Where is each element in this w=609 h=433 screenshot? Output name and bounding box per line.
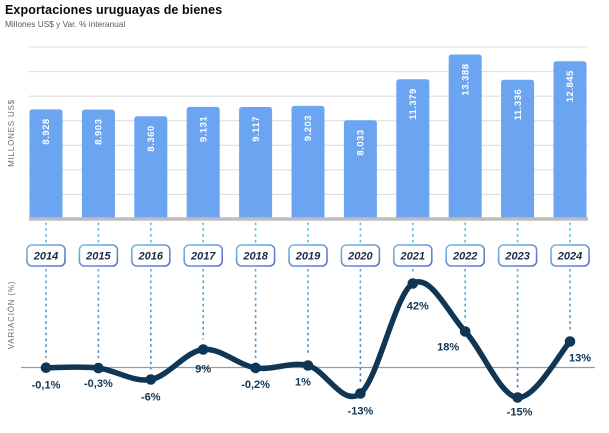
variation-value-label: 13% xyxy=(569,353,591,365)
bar-value-label: 11.336 xyxy=(513,89,524,121)
bar-value-label: 8.033 xyxy=(356,129,367,155)
bar xyxy=(291,105,325,219)
year-badge xyxy=(235,244,276,267)
chart-subtitle: Millones US$ y Var. % interanual xyxy=(5,19,126,29)
year-badge xyxy=(131,244,171,267)
bar-value-label: 8.360 xyxy=(146,125,157,151)
variation-value-label: 42% xyxy=(407,301,429,313)
data-point-marker xyxy=(407,278,419,289)
bar xyxy=(29,109,63,219)
bar xyxy=(396,79,430,219)
variation-value-label: 18% xyxy=(437,342,459,354)
variation-value-label: -0,1% xyxy=(32,380,61,392)
year-label: 2020 xyxy=(347,251,373,263)
data-point-marker xyxy=(512,392,523,403)
data-point-marker xyxy=(145,374,157,385)
year-label: 2018 xyxy=(242,251,268,263)
bar-value-label: 12.845 xyxy=(565,70,576,102)
bar-value-label: 9.131 xyxy=(198,116,209,142)
y-axis-label-bars: MILLONES US$ xyxy=(7,99,16,167)
year-label: 2021 xyxy=(400,251,425,263)
year-badge xyxy=(288,244,328,267)
year-badge xyxy=(550,244,590,267)
year-label: 2015 xyxy=(85,251,111,263)
bar-value-label: 9.117 xyxy=(251,116,262,142)
data-point-marker xyxy=(459,326,471,337)
year-badge xyxy=(392,244,433,267)
bar-value-label: 9.203 xyxy=(303,115,314,141)
bar xyxy=(553,61,587,219)
bar xyxy=(134,116,168,219)
year-label: 2017 xyxy=(190,251,216,263)
year-label: 2014 xyxy=(33,251,58,263)
year-label: 2024 xyxy=(557,251,582,263)
year-label: 2016 xyxy=(138,251,164,263)
variation-value-label: -0,2% xyxy=(241,379,270,391)
bar xyxy=(186,106,220,219)
bar-value-label: 8.928 xyxy=(41,118,52,144)
year-badge xyxy=(340,244,381,267)
bar-value-label: 13.388 xyxy=(460,64,471,96)
variation-value-label: 1% xyxy=(295,377,311,389)
y-axis-label-line: VARIACIÓN (%) xyxy=(7,281,16,349)
year-badge xyxy=(497,244,538,267)
data-point-marker xyxy=(40,362,52,374)
year-badge xyxy=(183,244,223,267)
bar xyxy=(448,54,482,219)
year-label: 2023 xyxy=(504,251,529,263)
year-badge xyxy=(78,244,119,267)
data-point-marker xyxy=(302,360,314,371)
data-point-marker xyxy=(197,344,209,355)
chart-title: Exportaciones uruguayas de bienes xyxy=(5,3,223,17)
data-point-marker xyxy=(250,362,261,374)
year-label: 2022 xyxy=(452,251,477,263)
bar-value-label: 8.903 xyxy=(94,119,105,145)
bar xyxy=(239,106,273,219)
bar-value-label: 11.379 xyxy=(408,88,419,120)
bar xyxy=(343,120,377,219)
variation-value-label: -13% xyxy=(348,406,374,418)
data-point-marker xyxy=(93,362,104,374)
bar xyxy=(501,79,535,219)
data-point-marker xyxy=(355,388,366,399)
variation-value-label: -6% xyxy=(141,392,161,404)
variation-value-label: -0,3% xyxy=(84,378,113,390)
variation-value-label: 9% xyxy=(195,364,211,376)
year-label: 2019 xyxy=(295,251,321,263)
data-point-marker xyxy=(564,336,576,347)
year-badge xyxy=(445,244,486,267)
variation-value-label: -15% xyxy=(507,407,533,419)
bar xyxy=(81,109,115,219)
year-badge xyxy=(26,244,66,267)
